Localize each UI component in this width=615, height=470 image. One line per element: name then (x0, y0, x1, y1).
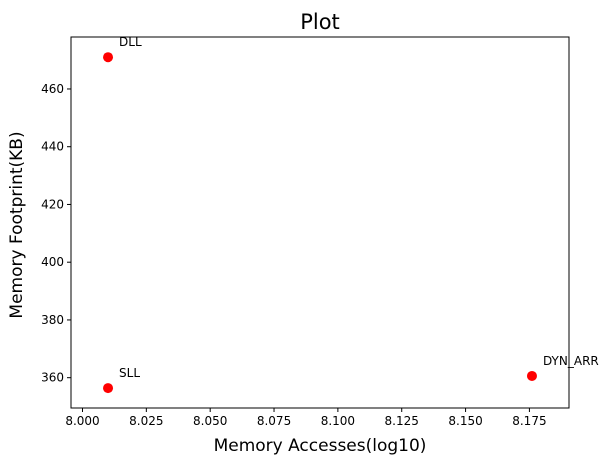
x-tick-label: 8.050 (193, 414, 227, 428)
y-tick-label: 460 (41, 82, 64, 96)
point-label: DYN_ARR (543, 354, 599, 368)
data-points: DLL SLL DYN_ARR (103, 35, 599, 394)
x-tick: 8.125 (385, 408, 419, 428)
y-tick: 360 (41, 371, 71, 385)
x-tick: 8.150 (448, 408, 483, 428)
data-point: DLL (103, 35, 142, 63)
point-label: DLL (119, 35, 142, 49)
x-tick-label: 8.000 (65, 414, 99, 428)
y-axis-label: Memory Footprint(KB) (7, 131, 27, 318)
point-marker (103, 52, 114, 63)
x-tick: 8.050 (193, 408, 227, 428)
y-tick: 420 (41, 197, 71, 211)
x-tick: 8.000 (65, 408, 100, 428)
point-label: SLL (119, 366, 140, 380)
data-point: DYN_ARR (526, 354, 599, 381)
x-tick: 8.075 (257, 408, 291, 428)
x-tick-label: 8.100 (321, 414, 355, 428)
y-tick-label: 440 (41, 140, 64, 154)
x-axis-ticks: 8.000 8.025 8.050 8.075 8.100 8.125 8.150 8.175 (65, 408, 547, 428)
data-point: SLL (103, 366, 140, 394)
y-tick-label: 400 (41, 255, 64, 269)
point-marker (103, 383, 114, 394)
x-tick-label: 8.125 (385, 414, 419, 428)
x-tick-label: 8.075 (257, 414, 291, 428)
y-tick: 460 (41, 82, 71, 96)
x-tick: 8.025 (129, 408, 164, 428)
y-tick-label: 420 (41, 197, 64, 211)
x-axis-label: Memory Accesses(log10) (214, 436, 427, 456)
x-tick: 8.100 (321, 408, 355, 428)
y-tick-label: 360 (41, 371, 64, 385)
chart-title: Plot (300, 10, 340, 34)
x-tick-label: 8.150 (448, 414, 482, 428)
y-tick: 440 (41, 140, 71, 154)
y-tick: 400 (41, 255, 71, 269)
point-marker (526, 370, 537, 381)
y-axis-ticks: 360 380 400 420 440 460 (41, 82, 71, 385)
x-tick-label: 8.025 (129, 414, 163, 428)
x-tick: 8.175 (512, 408, 547, 428)
plot-frame (70, 36, 570, 409)
y-tick: 380 (41, 313, 71, 327)
x-tick-label: 8.175 (512, 414, 546, 428)
y-tick-label: 380 (41, 313, 64, 327)
